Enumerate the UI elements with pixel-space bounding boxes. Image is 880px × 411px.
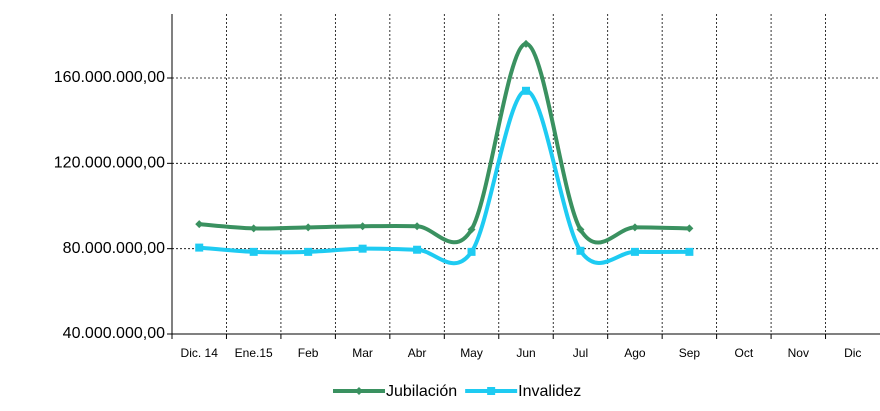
marker [413,222,422,231]
marker [630,247,639,256]
x-tick-label: May [460,346,483,360]
series [195,39,694,245]
x-tick-label: Abr [408,346,427,360]
y-tick-label: 40.000.000,00 [63,325,165,342]
marker [355,387,363,395]
marker [522,86,530,95]
x-tick-label: Dic [844,346,861,360]
marker [630,223,639,232]
marker [413,245,422,254]
marker [358,222,367,231]
x-tick-label: Mar [352,346,373,360]
marker [304,247,313,256]
marker [195,220,204,229]
marker [358,244,367,253]
legend-label: Invalidez [518,383,581,400]
legend-label: Jubilación [386,383,457,400]
x-tick-label: Sep [679,346,701,360]
marker [249,224,258,233]
marker [576,225,585,234]
x-tick-label: Nov [788,346,809,360]
x-tick-label: Feb [298,346,319,360]
marker [467,225,476,234]
marker [522,39,530,48]
line [199,41,690,245]
series [195,86,694,266]
y-tick-label: 80.000.000,00 [63,240,165,257]
marker [685,247,694,256]
marker [576,246,585,255]
legend: Jubilación Invalidez [333,383,581,400]
y-tick-label: 120.000.000,00 [54,155,165,172]
x-tick-label: Oct [735,346,754,360]
marker [685,224,694,233]
marker [467,247,476,256]
marker [195,243,204,252]
x-tick-label: Ene.15 [235,346,273,360]
marker [487,387,496,395]
y-tick-label: 160.000.000,00 [54,69,165,86]
marker [304,223,313,232]
x-tick-label: Jul [573,346,588,360]
x-tick-label: Ago [624,346,646,360]
marker [249,247,258,256]
x-tick-label: Jun [516,346,535,360]
x-tick-label: Dic. 14 [181,346,219,360]
